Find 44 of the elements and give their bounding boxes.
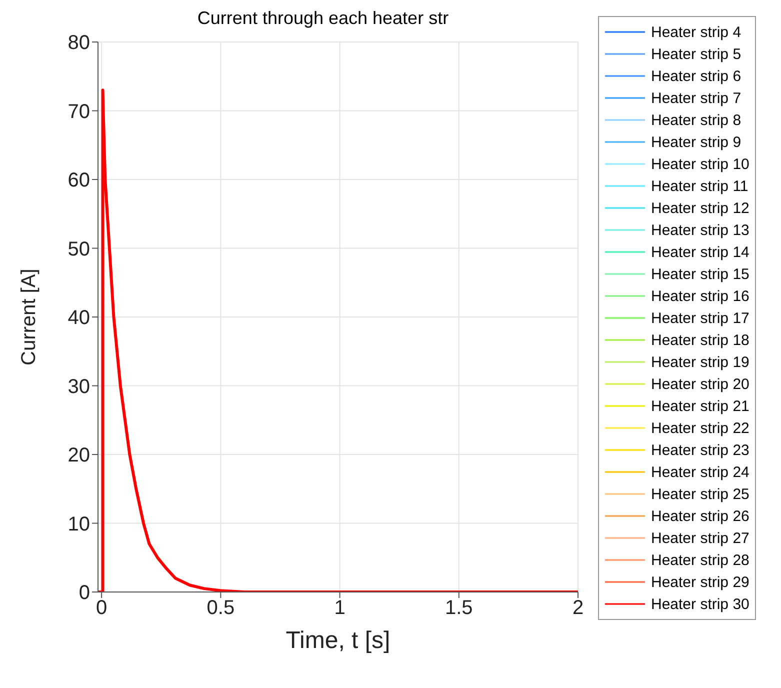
legend-label: Heater strip 24 xyxy=(651,464,750,480)
legend-label: Heater strip 5 xyxy=(651,46,742,62)
y-tick-label: 80 xyxy=(68,32,90,54)
y-tick-label: 60 xyxy=(68,170,90,192)
legend-label: Heater strip 27 xyxy=(651,530,750,546)
legend-label: Heater strip 6 xyxy=(651,68,742,84)
legend-label: Heater strip 10 xyxy=(651,156,750,172)
legend-label: Heater strip 28 xyxy=(651,552,750,568)
legend-label: Heater strip 23 xyxy=(651,442,750,458)
legend-label: Heater strip 19 xyxy=(651,354,750,370)
x-tick-label: 1.5 xyxy=(444,597,473,620)
y-tick-label: 20 xyxy=(68,444,90,467)
x-axis-title: Time, t [s] xyxy=(286,627,390,654)
legend-label: Heater strip 7 xyxy=(651,90,742,106)
legend-label: Heater strip 11 xyxy=(651,178,748,194)
legend-label: Heater strip 15 xyxy=(651,266,750,282)
y-tick-label: 10 xyxy=(68,513,90,536)
y-axis-title: Current [A] xyxy=(18,268,40,366)
x-tick-label: 2 xyxy=(572,597,584,620)
legend-label: Heater strip 22 xyxy=(651,420,750,436)
legend-label: Heater strip 4 xyxy=(651,24,742,40)
legend-label: Heater strip 8 xyxy=(651,112,742,128)
y-tick-label: 70 xyxy=(68,100,90,123)
legend-label: Heater strip 20 xyxy=(651,376,750,392)
chart-title: Current through each heater str xyxy=(196,8,450,30)
legend-label: Heater strip 12 xyxy=(651,200,750,216)
y-tick-label: 40 xyxy=(68,307,90,330)
legend-label: Heater strip 17 xyxy=(651,310,750,326)
y-tick-label: 50 xyxy=(68,238,90,260)
legend-label: Heater strip 29 xyxy=(651,574,750,590)
y-tick-label: 0 xyxy=(78,582,90,604)
legend-label: Heater strip 16 xyxy=(651,288,750,304)
legend-label: Heater strip 9 xyxy=(651,134,742,150)
x-tick-label: 0 xyxy=(96,597,108,620)
legend-label: Heater strip 21 xyxy=(651,398,750,414)
legend-label: Heater strip 13 xyxy=(651,222,750,238)
legend-label: Heater strip 14 xyxy=(651,244,750,260)
y-tick-label: 30 xyxy=(68,376,90,398)
x-tick-label: 1 xyxy=(334,597,346,620)
legend-label: Heater strip 25 xyxy=(651,486,750,502)
legend-label: Heater strip 26 xyxy=(651,508,750,524)
legend-label: Heater strip 30 xyxy=(651,596,750,612)
x-tick-label: 0.5 xyxy=(206,597,235,620)
legend-label: Heater strip 18 xyxy=(651,332,750,348)
